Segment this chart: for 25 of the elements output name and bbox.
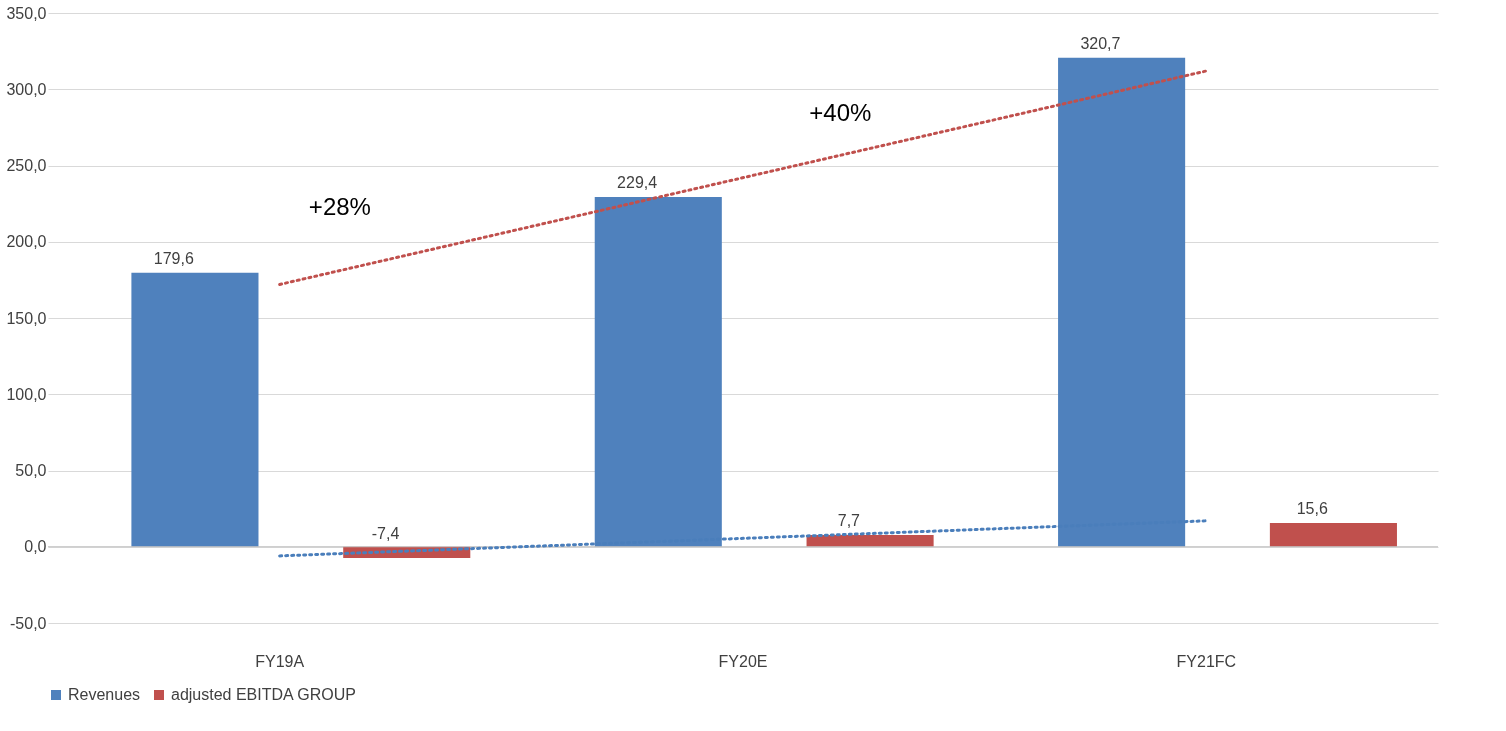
data-label: 320,7 (1080, 34, 1121, 52)
legend-label: adjusted EBITDA GROUP (171, 686, 356, 703)
y-tick-label: 150,0 (6, 309, 47, 327)
x-tick-label: FY21FC (1176, 652, 1237, 670)
y-tick-label: 350,0 (6, 4, 47, 22)
data-label: 15,6 (1296, 499, 1328, 517)
y-tick-label: 50,0 (15, 462, 47, 479)
annotation: +40% (809, 98, 872, 126)
annotation: +28% (308, 193, 371, 221)
y-tick-label: 200,0 (6, 233, 47, 251)
bar (806, 535, 934, 547)
data-label: -7,4 (371, 525, 400, 543)
x-tick-label: FY20E (718, 652, 768, 670)
y-tick-label: -50,0 (10, 614, 47, 632)
legend-label: Revenues (68, 686, 141, 703)
bar (1269, 522, 1397, 547)
y-tick-label: 100,0 (6, 385, 47, 403)
y-tick-label: 250,0 (6, 157, 47, 174)
data-label: 229,4 (617, 173, 658, 191)
bar (131, 272, 259, 547)
x-tick-label: FY19A (255, 652, 305, 670)
y-tick-label: 300,0 (6, 80, 47, 98)
data-label: 7,7 (837, 512, 861, 530)
y-tick-label: 0,0 (24, 538, 47, 556)
data-label: 179,6 (153, 249, 194, 267)
